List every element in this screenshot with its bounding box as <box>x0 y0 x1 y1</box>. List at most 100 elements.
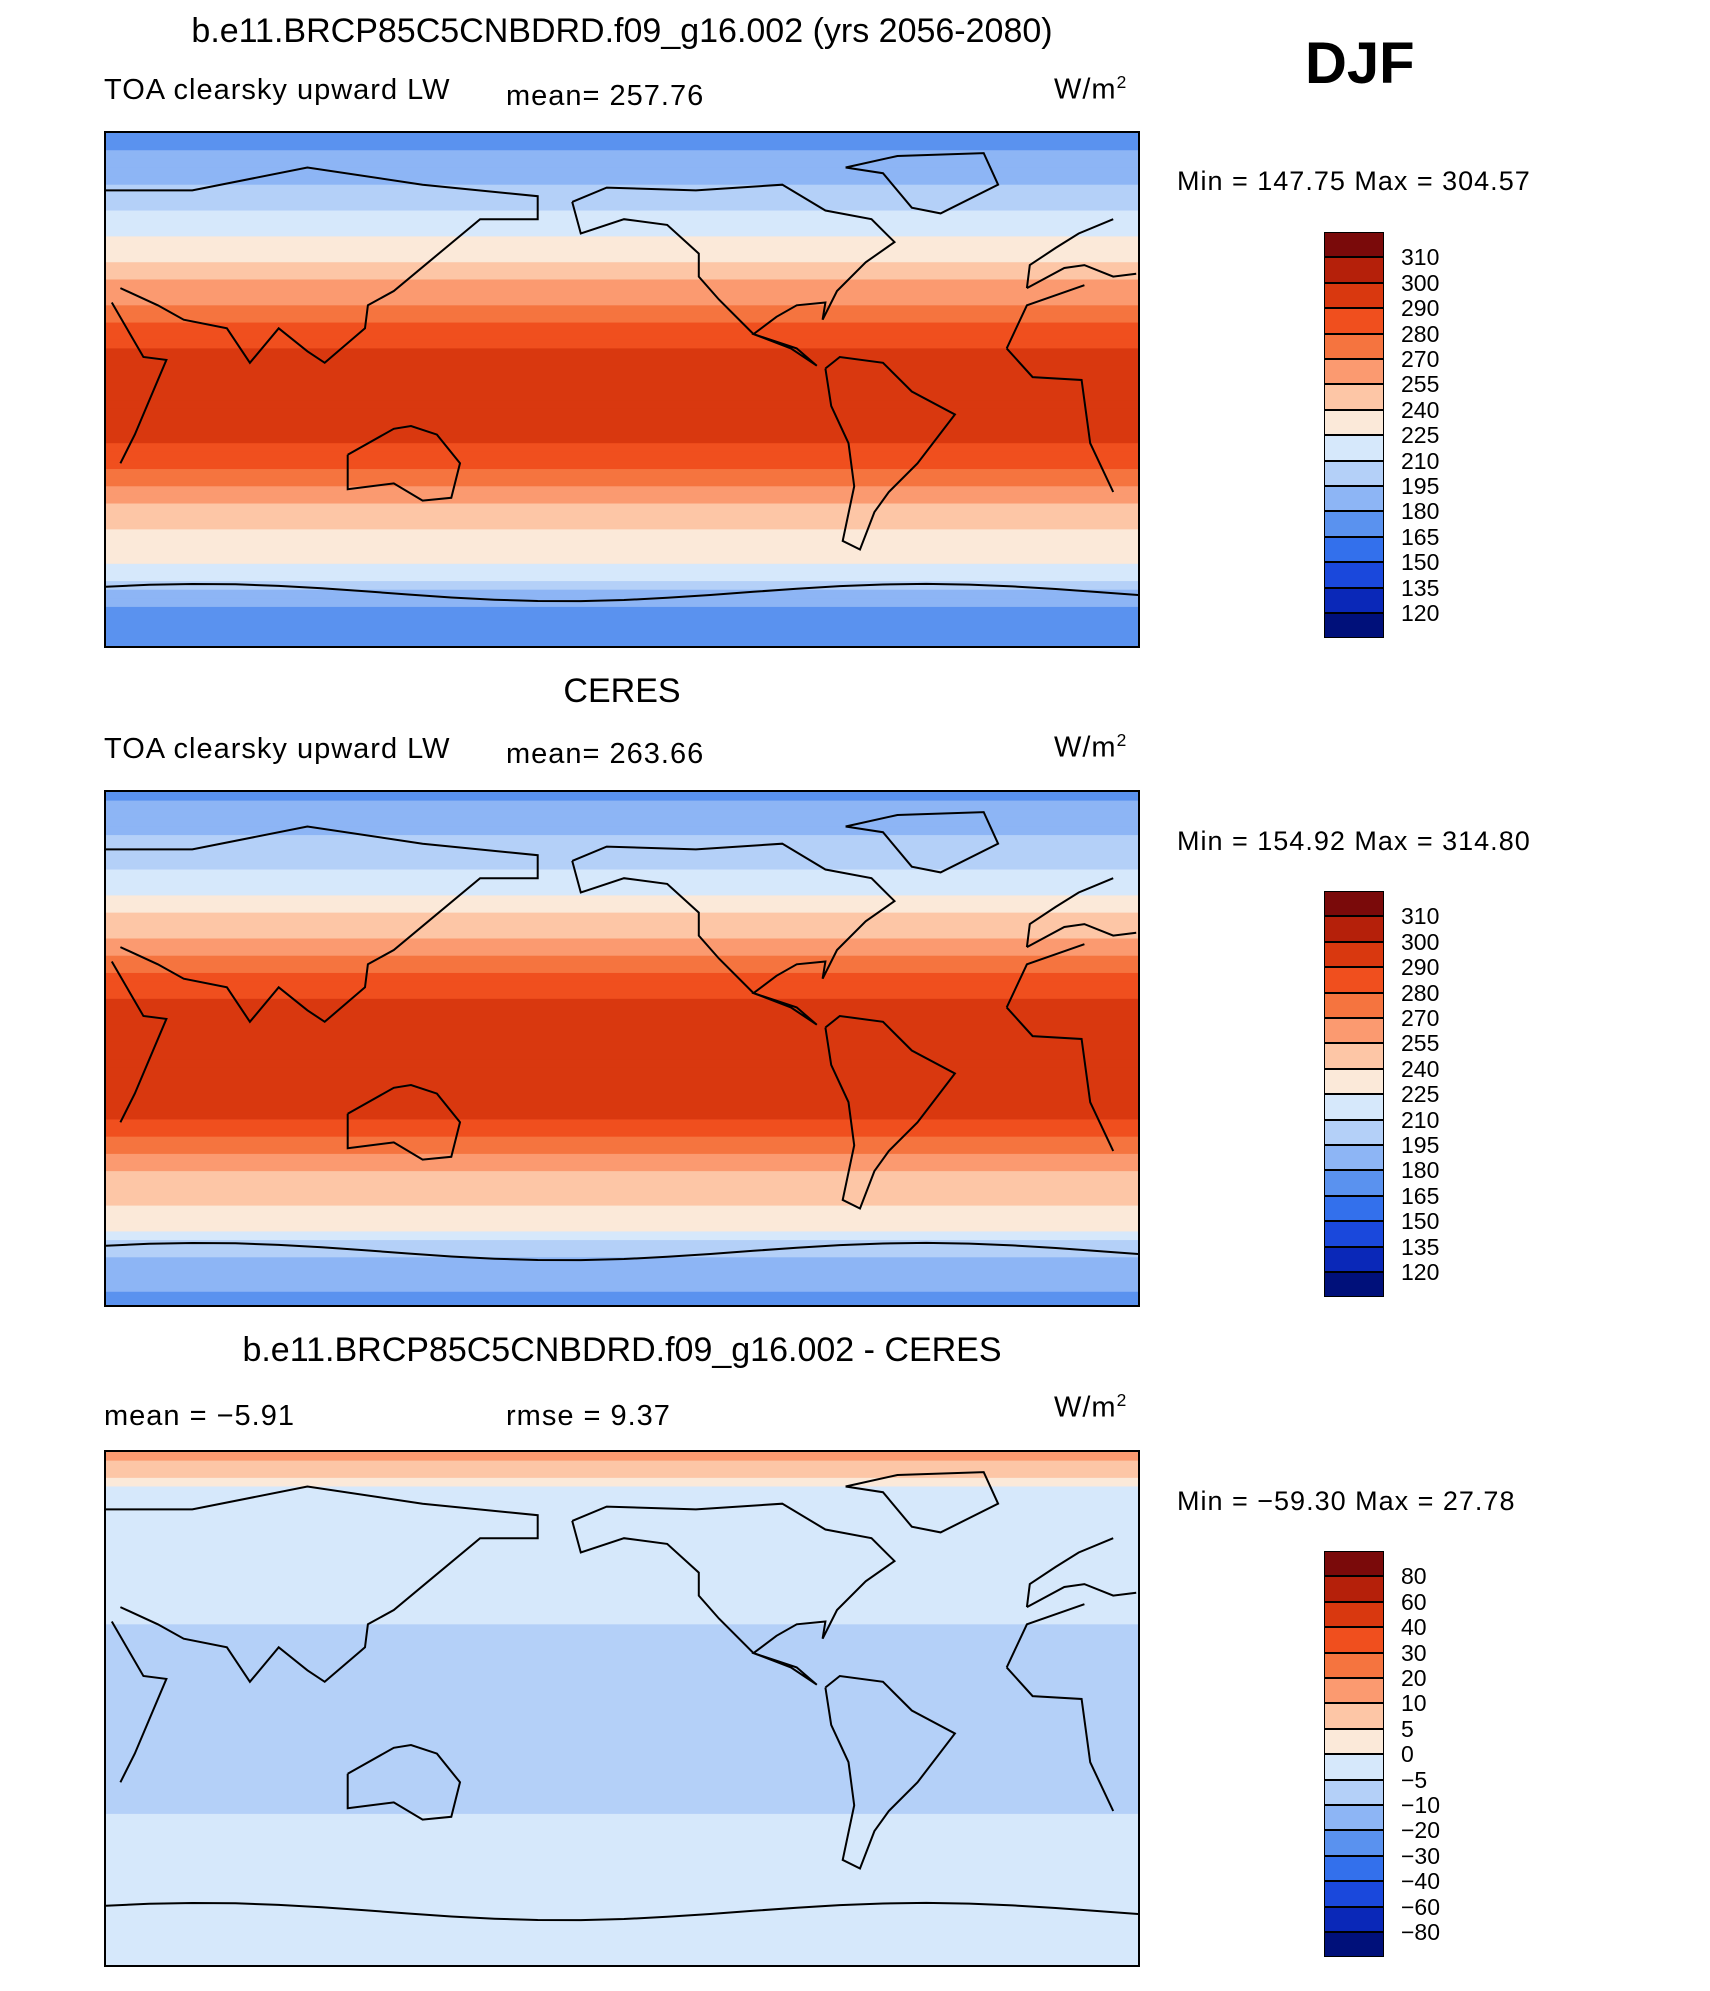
colorbar-tick-label: 180 <box>1401 498 1440 525</box>
colorbar-swatch <box>1324 1881 1384 1907</box>
colorbar-swatch <box>1324 1246 1384 1272</box>
colorbar-swatch <box>1324 587 1384 613</box>
colorbar-tick-label: 30 <box>1401 1639 1427 1666</box>
map-band <box>106 288 1138 298</box>
map-band <box>106 158 1138 169</box>
colorbar-tick-label: 20 <box>1401 1665 1427 1691</box>
map-band <box>106 1822 1138 1832</box>
map-band <box>106 1477 1138 1488</box>
colorbar-swatch <box>1324 460 1384 486</box>
map-band <box>106 1153 1138 1164</box>
colorbar-swatch <box>1324 1728 1384 1755</box>
map-band <box>106 1727 1138 1737</box>
coastline <box>1025 877 1114 948</box>
colorbar-tick-label: 240 <box>1401 1055 1440 1082</box>
map-band <box>106 792 1138 802</box>
colorbar-tick-label: 165 <box>1401 523 1440 550</box>
map-band <box>106 869 1138 879</box>
map-band <box>106 563 1138 574</box>
map-band <box>106 1856 1138 1867</box>
colorbar-tick-label: 290 <box>1401 295 1440 322</box>
colorbar-swatch <box>1324 1703 1384 1729</box>
panel1-mean: mean= 257.76 <box>506 80 705 112</box>
map-band <box>106 210 1138 220</box>
map-band <box>106 1719 1138 1729</box>
map-band <box>106 1624 1138 1634</box>
colorbar-tick-label: 255 <box>1401 371 1440 398</box>
coastline <box>346 1743 462 1821</box>
map-band <box>106 1248 1138 1258</box>
map-band <box>106 1033 1138 1043</box>
panel3-rmse: rmse = 9.37 <box>506 1400 671 1432</box>
panel1-map-svg <box>106 133 1138 646</box>
colorbar-tick-label: −20 <box>1401 1817 1441 1844</box>
colorbar-tick-label: −60 <box>1401 1893 1441 1920</box>
colorbar-tick-label: 120 <box>1401 1259 1440 1285</box>
panel3-map <box>104 1450 1140 1967</box>
map-band <box>106 1512 1138 1522</box>
map-band <box>106 1460 1138 1470</box>
map-band <box>106 598 1138 608</box>
map-band <box>106 1546 1138 1556</box>
map-band <box>106 382 1138 393</box>
map-band <box>106 809 1138 819</box>
map-band <box>106 860 1138 871</box>
coastline-antarctica <box>106 582 1138 603</box>
map-band <box>106 904 1138 914</box>
coastline <box>1005 284 1085 349</box>
coastline <box>110 960 168 1123</box>
colorbar-tick-label: −30 <box>1401 1842 1441 1869</box>
map-band <box>106 1214 1138 1224</box>
colorbar-swatch <box>1324 1601 1384 1628</box>
map-band <box>106 1796 1138 1806</box>
colorbar-tick-label: 165 <box>1401 1182 1440 1209</box>
map-band <box>106 555 1138 565</box>
map-band <box>106 1222 1138 1233</box>
panel1-minmax: Min = 147.75 Max = 304.57 <box>1177 166 1531 196</box>
colorbar-swatch <box>1324 511 1384 537</box>
colorbar-tick-label: 255 <box>1401 1030 1440 1057</box>
coastline <box>346 424 462 502</box>
coastline <box>1026 923 1137 948</box>
colorbar-swatch <box>1324 1043 1384 1069</box>
map-band <box>106 219 1138 229</box>
colorbar-swatch <box>1324 1932 1384 1958</box>
colorbar-tick-label: 240 <box>1401 396 1440 423</box>
map-band <box>106 236 1138 246</box>
map-band <box>106 1231 1138 1241</box>
coastline <box>346 1083 462 1161</box>
map-band <box>106 1452 1138 1462</box>
coastline <box>1005 347 1115 493</box>
colorbar-tick-label: −80 <box>1401 1919 1441 1945</box>
colorbar-swatch <box>1324 536 1384 563</box>
panel2-variable: TOA clearsky upward LW <box>104 733 451 765</box>
colorbar-swatch <box>1324 1068 1384 1095</box>
coastline <box>110 301 168 464</box>
colorbar-tick-label: −5 <box>1401 1766 1428 1793</box>
map-band <box>106 331 1138 341</box>
map-band <box>106 417 1138 427</box>
map-band <box>106 1762 1138 1772</box>
map-band <box>106 1632 1138 1643</box>
colorbar-swatch <box>1324 1805 1384 1831</box>
map-band <box>106 227 1138 237</box>
map-band <box>106 133 1138 143</box>
map-band <box>106 1050 1138 1060</box>
map-band <box>106 852 1138 862</box>
coastline-antarctica <box>106 1241 1138 1262</box>
map-band <box>106 391 1138 401</box>
map-band <box>106 245 1138 255</box>
colorbar-swatch <box>1324 1906 1384 1932</box>
panel1-units: W/m2 <box>1054 72 1128 106</box>
map-band <box>106 313 1138 324</box>
map-band <box>106 1076 1138 1086</box>
colorbar-swatch <box>1324 992 1384 1018</box>
map-band <box>106 1041 1138 1052</box>
colorbar-tick-label: 195 <box>1401 1132 1440 1158</box>
map-band <box>106 1874 1138 1884</box>
map-band <box>106 1882 1138 1893</box>
colorbar-swatch <box>1324 941 1384 968</box>
colorbar-swatch <box>1324 1678 1384 1704</box>
map-band <box>106 1753 1138 1763</box>
map-band <box>106 503 1138 513</box>
